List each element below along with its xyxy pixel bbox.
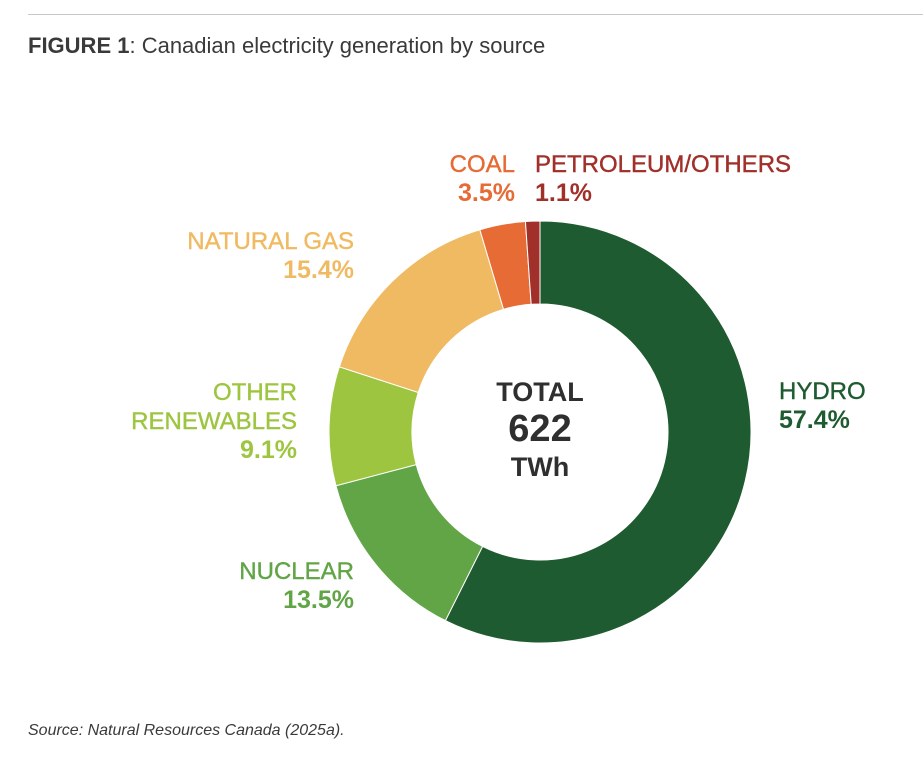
center-total-unit: TWh [510,452,570,482]
donut-center-total: TOTAL 622 TWh [440,376,640,484]
label-hydro: HYDRO 57.4% [779,377,866,435]
label-natural-gas: NATURAL GAS 15.4% [187,227,354,285]
top-divider [28,14,923,15]
label-other-renewables-name-2: RENEWABLES [131,408,297,435]
donut-slice-hydro [444,220,752,644]
donut-slice-petroleum-others [524,220,541,305]
label-nuclear: NUCLEAR 13.5% [239,557,354,615]
label-petroleum-others-value: 1.1% [535,179,592,207]
label-nuclear-name: NUCLEAR [239,558,354,585]
label-other-renewables-name-1: OTHER [213,379,297,406]
label-coal: COAL 3.5% [449,150,515,208]
label-other-renewables: OTHER RENEWABLES 9.1% [131,378,297,465]
label-petroleum-others-name: PETROLEUM/OTHERS [535,151,792,178]
figure-title: FIGURE 1: Canadian electricity generatio… [28,33,545,59]
label-hydro-name: HYDRO [779,378,866,405]
donut-slice-natural-gas [338,229,505,394]
label-coal-name: COAL [449,151,515,178]
center-total-label: TOTAL [496,377,584,407]
figure-title-text: : Canadian electricity generation by sou… [129,33,546,58]
source-note: Source: Natural Resources Canada (2025a)… [28,722,345,739]
center-total-value: 622 [508,408,572,450]
label-coal-value: 3.5% [458,179,515,207]
label-hydro-value: 57.4% [779,406,850,434]
label-nuclear-value: 13.5% [283,586,354,614]
label-other-renewables-value: 9.1% [240,436,297,464]
figure-label: FIGURE 1 [28,33,130,58]
label-natural-gas-name: NATURAL GAS [187,228,354,255]
label-natural-gas-value: 15.4% [283,256,354,284]
label-petroleum-others: PETROLEUM/OTHERS 1.1% [535,150,791,208]
